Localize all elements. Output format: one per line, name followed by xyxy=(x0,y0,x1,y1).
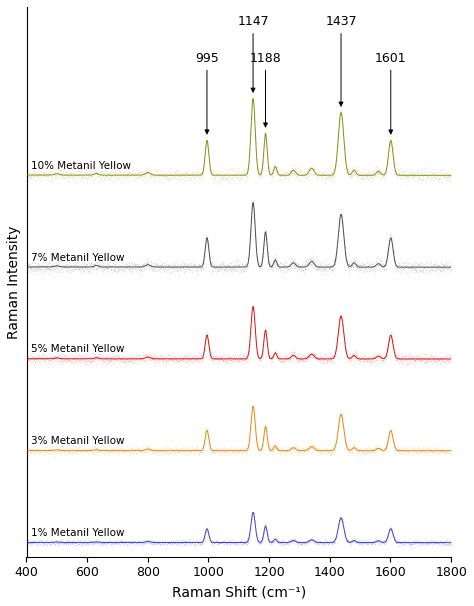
Text: 1601: 1601 xyxy=(375,52,407,134)
Text: 1% Metanil Yellow: 1% Metanil Yellow xyxy=(31,528,125,538)
Text: 1147: 1147 xyxy=(237,15,269,92)
Text: 7% Metanil Yellow: 7% Metanil Yellow xyxy=(31,253,125,262)
Text: 3% Metanil Yellow: 3% Metanil Yellow xyxy=(31,436,125,446)
Text: 1188: 1188 xyxy=(250,52,282,127)
X-axis label: Raman Shift (cm⁻¹): Raman Shift (cm⁻¹) xyxy=(172,585,306,599)
Text: 1437: 1437 xyxy=(325,15,357,106)
Text: 10% Metanil Yellow: 10% Metanil Yellow xyxy=(31,161,131,171)
Text: 5% Metanil Yellow: 5% Metanil Yellow xyxy=(31,344,125,355)
Text: 995: 995 xyxy=(195,52,219,134)
Y-axis label: Raman Intensity: Raman Intensity xyxy=(7,225,21,339)
